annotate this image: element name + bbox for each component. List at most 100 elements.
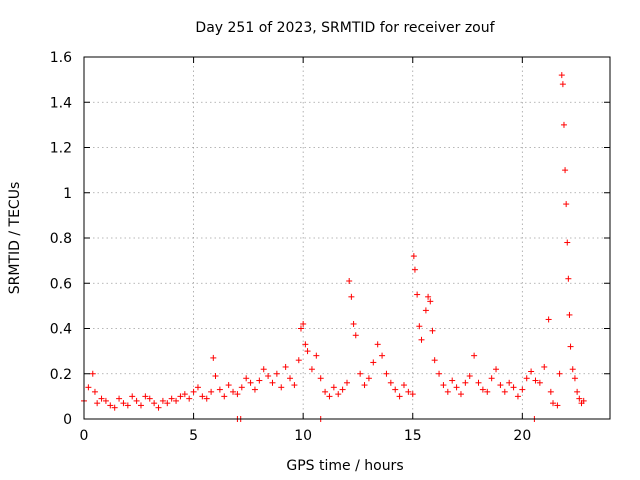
- data-point: [400, 382, 407, 389]
- data-point: [510, 384, 517, 391]
- data-point: [569, 366, 576, 373]
- data-point: [436, 370, 443, 377]
- data-point: [365, 375, 372, 382]
- data-point: [89, 370, 96, 377]
- data-point: [580, 397, 587, 404]
- data-point: [155, 404, 162, 411]
- data-point: [564, 239, 571, 246]
- data-point: [129, 393, 136, 400]
- data-point: [554, 402, 561, 409]
- data-point: [528, 368, 535, 375]
- data-point: [479, 386, 486, 393]
- data-point: [567, 343, 574, 350]
- data-point: [212, 373, 219, 380]
- data-point: [559, 81, 566, 88]
- data-point: [102, 397, 109, 404]
- data-point: [536, 379, 543, 386]
- data-point: [199, 393, 206, 400]
- data-point: [532, 377, 539, 384]
- y-tick-label: 0.6: [50, 276, 72, 292]
- data-point: [558, 72, 565, 79]
- y-tick-label: 1: [63, 186, 72, 202]
- data-point: [541, 363, 548, 370]
- data-point: [98, 395, 105, 402]
- data-point: [348, 293, 355, 300]
- plot-frame: [83, 56, 611, 420]
- y-tick-label: 0.2: [50, 367, 72, 383]
- data-point: [405, 388, 412, 395]
- data-point: [411, 266, 418, 273]
- data-point: [571, 375, 578, 382]
- data-point: [425, 293, 432, 300]
- axis-tick-labels: 0 5 10 15 20 0 0.2 0.4 0.6 0.8 1 1.2 1.4 1.6: [50, 50, 532, 444]
- data-point: [547, 388, 554, 395]
- data-point: [302, 341, 309, 348]
- data-point: [177, 393, 184, 400]
- x-tick-label: 5: [189, 428, 198, 444]
- data-point: [379, 352, 386, 359]
- data-point: [556, 370, 563, 377]
- data-point: [453, 384, 460, 391]
- data-point: [300, 320, 307, 327]
- data-point: [396, 393, 403, 400]
- data-point: [151, 400, 158, 407]
- data-point: [308, 366, 315, 373]
- data-point: [346, 277, 353, 284]
- data-point: [287, 375, 294, 382]
- data-point: [361, 382, 368, 389]
- data-point: [330, 384, 337, 391]
- data-point: [574, 388, 581, 395]
- x-tick-label: 20: [513, 428, 531, 444]
- x-axis-title: GPS time / hours: [286, 458, 403, 474]
- x-tick-label: 10: [294, 428, 312, 444]
- data-point: [133, 397, 140, 404]
- data-point: [107, 402, 114, 409]
- data-point: [297, 325, 304, 332]
- data-point: [410, 253, 417, 260]
- data-point: [120, 400, 127, 407]
- data-point: [221, 393, 228, 400]
- data-point: [278, 384, 285, 391]
- data-point: [322, 388, 329, 395]
- y-tick-label: 0.4: [50, 322, 72, 338]
- data-point: [116, 395, 123, 402]
- data-point: [260, 366, 267, 373]
- data-point: [326, 393, 333, 400]
- data-point: [238, 384, 245, 391]
- data-point: [550, 400, 557, 407]
- data-point: [173, 397, 180, 404]
- data-point: [146, 395, 153, 402]
- data-point: [247, 379, 254, 386]
- data-point: [291, 382, 298, 389]
- data-point: [357, 370, 364, 377]
- data-point: [186, 395, 193, 402]
- data-point: [210, 354, 217, 361]
- y-axis-title: SRMTID / TECUs: [7, 182, 23, 295]
- x-tick-label: 0: [80, 428, 89, 444]
- y-tick-label: 1.6: [50, 50, 72, 66]
- data-point: [440, 382, 447, 389]
- data-point: [339, 386, 346, 393]
- data-point: [111, 404, 118, 411]
- data-point: [457, 391, 464, 398]
- data-point: [506, 379, 513, 386]
- data-point: [85, 384, 92, 391]
- data-point: [429, 327, 436, 334]
- data-point: [449, 377, 456, 384]
- data-point: [164, 400, 171, 407]
- data-point: [475, 379, 482, 386]
- data-point: [304, 348, 311, 355]
- data-point: [523, 375, 530, 382]
- data-point: [414, 291, 421, 298]
- data-point: [234, 391, 241, 398]
- data-point: [265, 373, 272, 380]
- data-point: [560, 121, 567, 128]
- data-point: [514, 393, 521, 400]
- y-tick-label: 0.8: [50, 231, 72, 247]
- data-point: [493, 366, 500, 373]
- data-point: [142, 393, 149, 400]
- data-point: [317, 375, 324, 382]
- data-point: [168, 395, 175, 402]
- data-point: [501, 388, 508, 395]
- data-point: [124, 402, 131, 409]
